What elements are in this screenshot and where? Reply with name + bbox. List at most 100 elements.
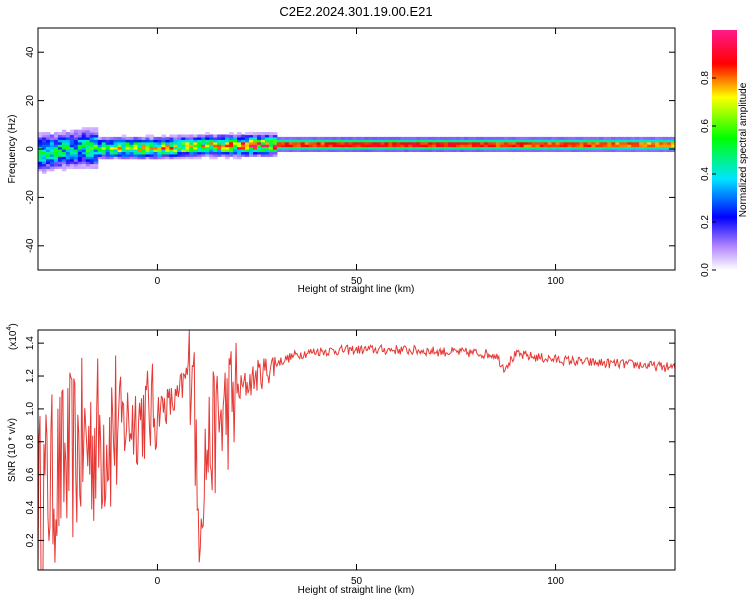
heatmap-cell (65, 141, 71, 145)
heatmap-cell (129, 149, 135, 153)
heatmap-cell (380, 139, 385, 143)
heatmap-cell (599, 144, 604, 148)
heatmap-cell (177, 151, 182, 155)
heatmap-cell (523, 149, 529, 153)
heatmap-cell (209, 134, 214, 138)
heatmap-cell (348, 136, 354, 140)
heatmap-cell (635, 146, 640, 150)
heatmap-cell (312, 136, 318, 140)
heatmap-cell (643, 144, 648, 148)
heatmap-cell (663, 149, 668, 153)
heatmap-cell (320, 139, 326, 143)
heatmap-cell (213, 153, 218, 157)
heatmap-cell (61, 151, 67, 155)
heatmap-cell (252, 149, 258, 153)
colorbar-label: Normalized spectral amplitude (738, 82, 749, 217)
heatmap-cell (519, 139, 525, 143)
heatmap-cell (45, 132, 51, 136)
heatmap-cell (264, 141, 270, 145)
heatmap-cell (348, 139, 354, 143)
heatmap-cell (85, 139, 91, 143)
heatmap-cell (356, 139, 362, 143)
heatmap-cell (193, 149, 198, 153)
heatmap-cell (623, 144, 628, 148)
heatmap-cell (507, 146, 513, 150)
heatmap-cell (41, 170, 47, 174)
heatmap-cell (69, 146, 75, 150)
heatmap-cell (249, 134, 254, 138)
heatmap-cell (567, 144, 573, 148)
heatmap-cell (603, 141, 608, 145)
heatmap-cell (475, 144, 481, 148)
heatmap-cell (444, 141, 449, 145)
heatmap-cell (627, 146, 632, 150)
heatmap-cell (65, 165, 71, 169)
heatmap-cell (229, 136, 234, 140)
heatmap-cell (503, 141, 509, 145)
heatmap-cell (77, 158, 83, 162)
heatmap-cell (213, 156, 218, 160)
heatmap-cell (332, 146, 338, 150)
heatmap-cell (185, 141, 190, 145)
heatmap-cell (93, 146, 99, 150)
heatmap-cell (113, 153, 119, 157)
heatmap-cell (193, 139, 198, 143)
heatmap-cell (113, 141, 119, 145)
heatmap-cell (547, 136, 553, 140)
heatmap-cell (69, 165, 75, 169)
heatmap-cell (205, 153, 210, 157)
heatmap-cell (129, 151, 135, 155)
heatmap-cell (368, 139, 374, 143)
heatmap-cell (241, 151, 246, 155)
heatmap-cell (197, 156, 202, 160)
heatmap-x-label: Height of straight line (km) (298, 284, 415, 295)
heatmap-cell (57, 132, 63, 136)
heatmap-cell (563, 144, 569, 148)
heatmap-cell (237, 134, 242, 138)
heatmap-cell (245, 141, 250, 145)
heatmap-cell (241, 136, 246, 140)
heatmap-cell (356, 146, 362, 150)
heatmap-cell (41, 139, 47, 143)
heatmap-cell (316, 144, 322, 148)
heatmap-cell (467, 144, 473, 148)
heatmap-cell (97, 149, 103, 153)
heatmap-cell (221, 146, 226, 150)
heatmap-cell (97, 136, 103, 140)
heatmap-cell (205, 132, 210, 136)
heatmap-cell (276, 149, 282, 153)
heatmap-cell (364, 139, 370, 143)
heatmap-cell (53, 153, 59, 157)
heatmap-cell (53, 144, 59, 148)
heatmap-cell (264, 149, 270, 153)
heatmap-cell (165, 139, 170, 143)
heatmap-cell (229, 139, 234, 143)
colorbar-tick-label: 0.4 (700, 167, 711, 181)
y-multiplier-close: ) (8, 323, 19, 326)
heatmap-cell (38, 165, 43, 169)
heatmap-cell (392, 141, 397, 145)
heatmap-cell (519, 144, 525, 148)
heatmap-cell (260, 132, 266, 136)
heatmap-cell (213, 146, 218, 150)
heatmap-cell (627, 139, 632, 143)
heatmap-cell (165, 153, 170, 157)
heatmap-cell (296, 149, 302, 153)
heatmap-cell (607, 141, 612, 145)
heatmap-cell (567, 141, 573, 145)
heatmap-cell (97, 139, 103, 143)
heatmap-cell (117, 151, 123, 155)
heatmap-cell (133, 151, 139, 155)
heatmap-cell (456, 136, 461, 140)
heatmap-cell (619, 136, 624, 140)
heatmap-cell (41, 165, 47, 169)
heatmap-cell (141, 136, 147, 140)
heatmap-cell (256, 144, 262, 148)
heatmap-cell (173, 141, 178, 145)
y-tick-label: 0.6 (25, 467, 36, 481)
heatmap-cell (93, 158, 99, 162)
heatmap-cell (260, 146, 266, 150)
heatmap-cell (511, 136, 517, 140)
heatmap-cell (428, 144, 433, 148)
heatmap-cell (57, 161, 63, 165)
